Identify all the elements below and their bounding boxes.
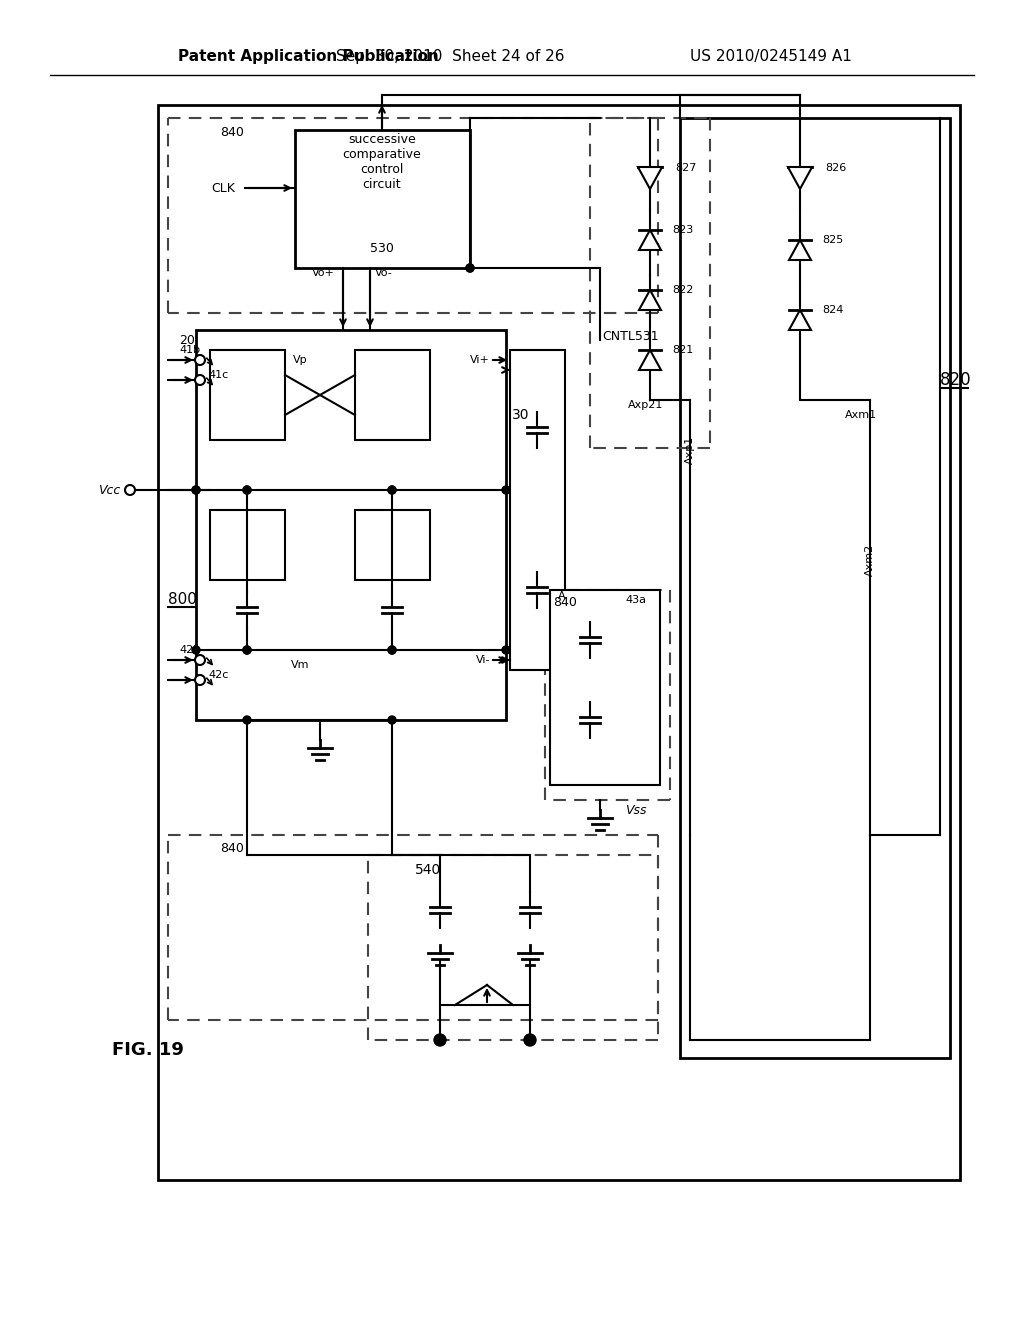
Text: Vp: Vp: [293, 355, 307, 366]
Text: 30: 30: [512, 408, 529, 422]
Circle shape: [388, 486, 396, 494]
Bar: [550, 590, 660, 785]
Text: A: A: [558, 591, 565, 601]
Bar: [210, 510, 285, 579]
Text: US 2010/0245149 A1: US 2010/0245149 A1: [690, 49, 852, 65]
Circle shape: [195, 375, 205, 385]
Circle shape: [388, 486, 396, 494]
Circle shape: [388, 715, 396, 723]
Bar: [210, 350, 285, 440]
Polygon shape: [790, 310, 811, 330]
Circle shape: [524, 1034, 536, 1045]
Circle shape: [388, 645, 396, 653]
Polygon shape: [639, 290, 662, 310]
Polygon shape: [790, 240, 811, 260]
Text: Vi+: Vi+: [470, 355, 490, 366]
Text: Axm2: Axm2: [865, 544, 874, 576]
Circle shape: [193, 645, 200, 653]
Bar: [295, 129, 470, 268]
Text: 540: 540: [415, 863, 441, 876]
Text: 822: 822: [672, 285, 693, 294]
Circle shape: [195, 355, 205, 366]
Text: Vcc: Vcc: [97, 483, 120, 496]
Circle shape: [502, 645, 510, 653]
Circle shape: [243, 486, 251, 494]
Text: 42b: 42b: [179, 645, 201, 655]
Polygon shape: [787, 168, 812, 189]
Text: successive
comparative
control
circuit: successive comparative control circuit: [343, 133, 421, 191]
Circle shape: [243, 715, 251, 723]
Circle shape: [195, 655, 205, 665]
Text: 840: 840: [220, 842, 244, 854]
Text: 821: 821: [672, 345, 693, 355]
Text: Vo-: Vo-: [375, 268, 393, 279]
Text: Vo+: Vo+: [312, 268, 335, 279]
Circle shape: [434, 1034, 446, 1045]
Bar: [510, 350, 565, 671]
Circle shape: [466, 264, 474, 272]
Text: 840: 840: [553, 595, 577, 609]
Bar: [355, 350, 430, 440]
Bar: [158, 106, 961, 1180]
Text: FIG. 19: FIG. 19: [112, 1041, 184, 1059]
Text: 827: 827: [675, 162, 696, 173]
Text: Vi-: Vi-: [475, 655, 490, 665]
Circle shape: [243, 645, 251, 653]
Bar: [680, 117, 950, 1059]
Text: 42c: 42c: [208, 671, 228, 680]
Circle shape: [195, 675, 205, 685]
Text: Axp21: Axp21: [628, 400, 664, 411]
Circle shape: [125, 484, 135, 495]
Circle shape: [243, 645, 251, 653]
Polygon shape: [639, 230, 662, 249]
Text: Sep. 30, 2010  Sheet 24 of 26: Sep. 30, 2010 Sheet 24 of 26: [336, 49, 564, 65]
Text: Axp1: Axp1: [685, 436, 695, 465]
Text: 800: 800: [168, 593, 197, 607]
Text: 823: 823: [672, 224, 693, 235]
Text: CLK: CLK: [211, 181, 234, 194]
Text: Vss: Vss: [625, 804, 646, 817]
Bar: [355, 510, 430, 579]
Text: 41b: 41b: [179, 345, 201, 355]
Text: 530: 530: [370, 242, 394, 255]
Text: 824: 824: [822, 305, 844, 315]
Text: Patent Application Publication: Patent Application Publication: [178, 49, 438, 65]
Circle shape: [193, 486, 200, 494]
Circle shape: [243, 486, 251, 494]
Text: 820: 820: [940, 371, 972, 389]
Text: 825: 825: [822, 235, 843, 246]
Text: 20: 20: [179, 334, 195, 346]
Circle shape: [193, 486, 200, 494]
Circle shape: [388, 645, 396, 653]
Text: 840: 840: [220, 125, 244, 139]
Text: 41c: 41c: [208, 370, 228, 380]
Circle shape: [502, 486, 510, 494]
Bar: [196, 330, 506, 719]
Text: 826: 826: [825, 162, 846, 173]
Polygon shape: [639, 350, 662, 370]
Text: Vm: Vm: [291, 660, 309, 671]
Polygon shape: [638, 168, 663, 189]
Text: CNTL531: CNTL531: [602, 330, 658, 343]
Text: Axm1: Axm1: [845, 411, 878, 420]
Circle shape: [466, 264, 474, 272]
Text: 43a: 43a: [625, 595, 646, 605]
